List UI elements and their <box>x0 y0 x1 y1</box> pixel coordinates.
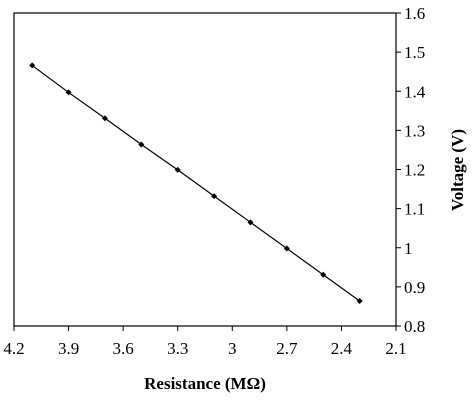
y-tick-label: 1.2 <box>404 161 425 180</box>
series-layer <box>29 62 363 304</box>
plot-frame <box>13 12 397 327</box>
data-point <box>101 115 108 122</box>
data-point <box>29 62 36 69</box>
y-tick-label: 1.4 <box>404 82 426 101</box>
x-axis-title: Resistance (MΩ) <box>144 374 266 393</box>
y-tick-label: 1.6 <box>404 4 425 23</box>
y-tick-label: 0.9 <box>404 278 425 297</box>
x-tick-label: 2.1 <box>385 339 406 358</box>
x-tick-label: 3.3 <box>167 339 188 358</box>
y-axis-ticks: 0.8 0.9 1 1.1 1.2 1.3 1.4 1.5 1.6 <box>396 4 426 336</box>
y-tick-label: 1.1 <box>404 200 425 219</box>
x-tick-label: 3.9 <box>58 339 79 358</box>
x-tick-label: 2.4 <box>331 339 353 358</box>
y-tick-label: 1.5 <box>404 43 425 62</box>
y-tick-label: 1.3 <box>404 121 425 140</box>
plot-area <box>13 12 397 327</box>
data-point <box>356 297 363 304</box>
x-tick-label: 3.6 <box>113 339 134 358</box>
data-point <box>65 89 72 96</box>
y-tick-label: 1 <box>404 239 413 258</box>
data-point <box>138 141 145 148</box>
y-tick-label: 0.8 <box>404 317 425 336</box>
y-axis-title: Voltage (V) <box>448 129 467 211</box>
x-tick-label: 4.2 <box>3 339 24 358</box>
x-tick-label: 3 <box>228 339 237 358</box>
data-point <box>320 271 327 278</box>
data-point <box>211 193 218 200</box>
data-point <box>283 245 290 252</box>
x-tick-label: 2.7 <box>276 339 298 358</box>
x-axis-ticks: 4.2 3.9 3.6 3.3 3 2.7 2.4 2.1 <box>3 326 407 358</box>
series-line <box>31 64 360 302</box>
data-point <box>247 219 254 226</box>
data-point <box>174 166 181 173</box>
